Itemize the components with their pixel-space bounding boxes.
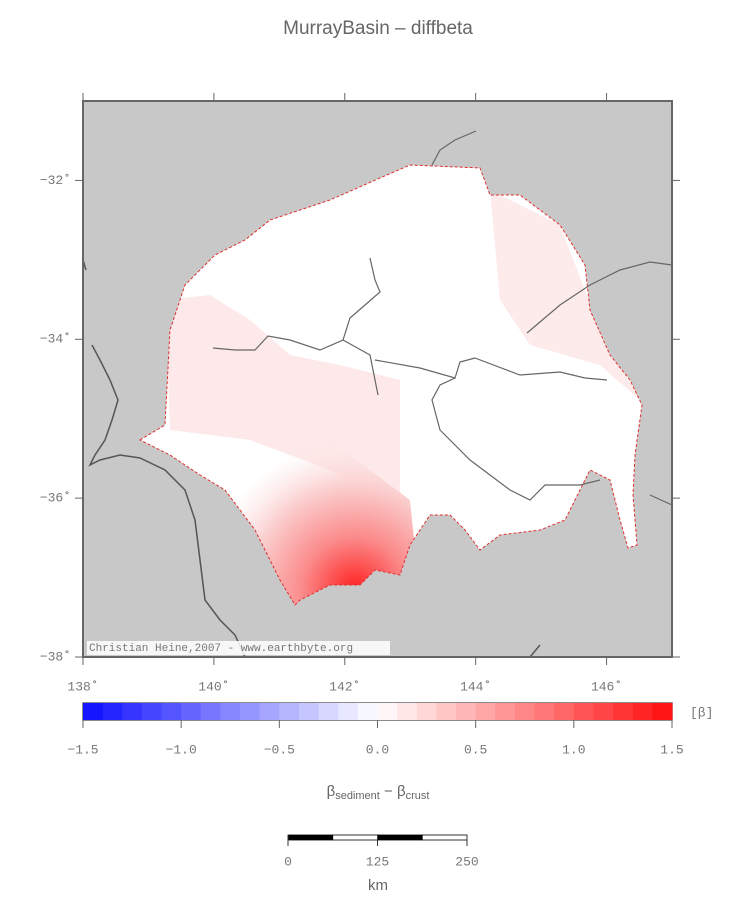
colorbar-tick-label: 0.5 — [464, 742, 487, 757]
colorbar-cell — [338, 703, 359, 720]
credit: Christian Heine,2007 - www.earthbyte.org — [89, 643, 353, 655]
colorbar-cell — [416, 703, 437, 720]
colorbar-cell — [495, 703, 516, 720]
scalebar-tick-label: 250 — [455, 854, 478, 869]
colorbar-cell — [534, 703, 555, 720]
x-tick-label: 138˚ — [67, 679, 98, 694]
colorbar-cell — [279, 703, 300, 720]
colorbar-cell — [436, 703, 457, 720]
colorbar-tick-label: −0.5 — [264, 742, 295, 757]
colorbar-tick-label: 0.0 — [366, 742, 389, 757]
colorbar-cell — [259, 703, 280, 720]
colorbar-cell — [377, 703, 398, 720]
colorbar-cell — [554, 703, 575, 720]
colorbar-cell — [161, 703, 182, 720]
colorbar-cell — [240, 703, 261, 720]
colorbar-tick-label: 1.5 — [660, 742, 683, 757]
scalebar-unit: km — [368, 877, 388, 894]
colorbar-cell — [141, 703, 163, 720]
colorbar-tick-label: −1.0 — [166, 742, 197, 757]
scalebar-tick-label: 0 — [284, 854, 292, 869]
colorbar-cell — [220, 703, 241, 720]
label-part: − β — [380, 783, 406, 800]
colorbar-cell — [573, 703, 594, 720]
label-part: β — [327, 783, 336, 800]
colorbar-cell — [652, 703, 673, 720]
scalebar-segment — [287, 834, 334, 841]
colorbar-cell — [102, 703, 123, 720]
x-tick-label: 146˚ — [591, 679, 622, 694]
colorbar-cell — [318, 703, 339, 720]
colorbar-cell — [613, 703, 634, 720]
label-part: crust — [406, 790, 430, 802]
y-tick-label: −38˚ — [40, 649, 71, 664]
basin-outline — [138, 164, 643, 606]
colorbar-cell — [475, 703, 496, 720]
scalebar-segment — [332, 834, 378, 841]
colorbar-unit: [β] — [690, 705, 713, 720]
y-tick-label: −34˚ — [40, 332, 71, 347]
colorbar-cell — [357, 703, 378, 720]
x-tick-label: 142˚ — [329, 679, 360, 694]
scalebar-segment — [421, 834, 468, 841]
colorbar-cell — [514, 703, 536, 720]
x-tick-label: 144˚ — [460, 679, 491, 694]
map-frame — [82, 100, 673, 658]
colorbar-cell — [632, 703, 653, 720]
colorbar-cell — [200, 703, 221, 720]
y-tick-label: −36˚ — [40, 491, 71, 506]
scalebar-tick-label: 125 — [366, 854, 389, 869]
colorbar-cell — [593, 703, 614, 720]
colorbar-cell — [397, 703, 418, 720]
colorbar-cell — [181, 703, 202, 720]
x-tick-label: 140˚ — [198, 679, 229, 694]
label-part: sediment — [335, 790, 380, 802]
colorbar-label: βsediment − βcrust — [327, 783, 430, 802]
colorbar-cell — [456, 703, 477, 720]
colorbar-cell — [122, 703, 143, 720]
scalebar-segment — [377, 834, 423, 841]
title: MurrayBasin – diffbeta — [283, 18, 473, 39]
credit-background — [87, 641, 390, 655]
colorbar-cell — [83, 703, 104, 720]
colorbar-cell — [298, 703, 320, 720]
colorbar-tick-label: 1.0 — [562, 742, 585, 757]
rivers — [212, 130, 673, 506]
colorbar-tick-label: −1.5 — [67, 742, 98, 757]
y-tick-label: −32˚ — [40, 173, 71, 188]
